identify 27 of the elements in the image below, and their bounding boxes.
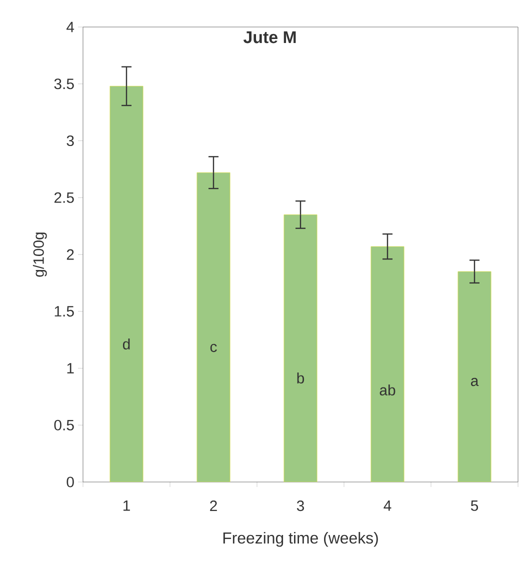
chart-title: Jute M [243,31,296,44]
bar [370,246,404,482]
bar [284,214,318,482]
y-tick-label: 1 [67,363,74,374]
y-tick-label: 2 [66,249,74,260]
annotation: b [297,372,304,384]
annotation: c [210,344,217,352]
y-axis-title: g/100g [32,232,47,277]
y-tick-label: 4 [66,22,74,32]
x-tick-label: 1 [123,500,130,511]
x-axis-title: Freezing time (weeks) [223,532,378,547]
x-tick-label: 5 [470,500,478,511]
y-tick-label: 3 [66,135,74,146]
annotation: ab [380,384,396,396]
x-tick-label: 4 [384,500,392,511]
annotation: d [122,338,130,350]
bar [196,172,230,482]
y-tick-label: 0.5 [54,420,74,430]
y-tick-label: 1.5 [54,306,74,317]
y-tick-label: 3.5 [54,78,74,90]
annotation: a [470,378,479,386]
x-tick-label: 3 [296,500,304,512]
bar [110,86,144,482]
bar [458,271,492,482]
x-tick-label: 2 [210,500,217,511]
y-tick-label: 0 [66,476,74,488]
y-tick-label: 2.5 [54,192,74,203]
